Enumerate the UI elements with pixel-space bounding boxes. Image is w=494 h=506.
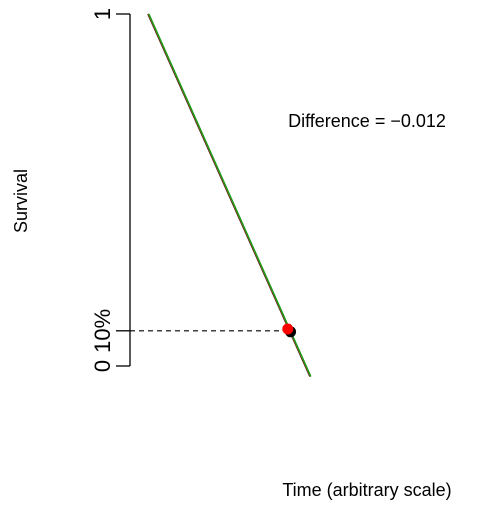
survival-curves (147, 13, 312, 377)
y-tick-label-1: 10% (90, 309, 115, 353)
survival-curve-2 (148, 13, 312, 377)
y-tick-label-0: 0 (90, 360, 115, 372)
y-axis-ticks: 0 10% 1 (90, 8, 130, 372)
y-axis-label: Survival (11, 169, 31, 233)
marker-point-1 (282, 323, 294, 335)
y-tick-label-2: 1 (90, 8, 115, 20)
difference-annotation: Difference = −0.012 (288, 111, 446, 131)
x-axis-label: Time (arbitrary scale) (282, 480, 451, 500)
point-markers (282, 323, 297, 338)
